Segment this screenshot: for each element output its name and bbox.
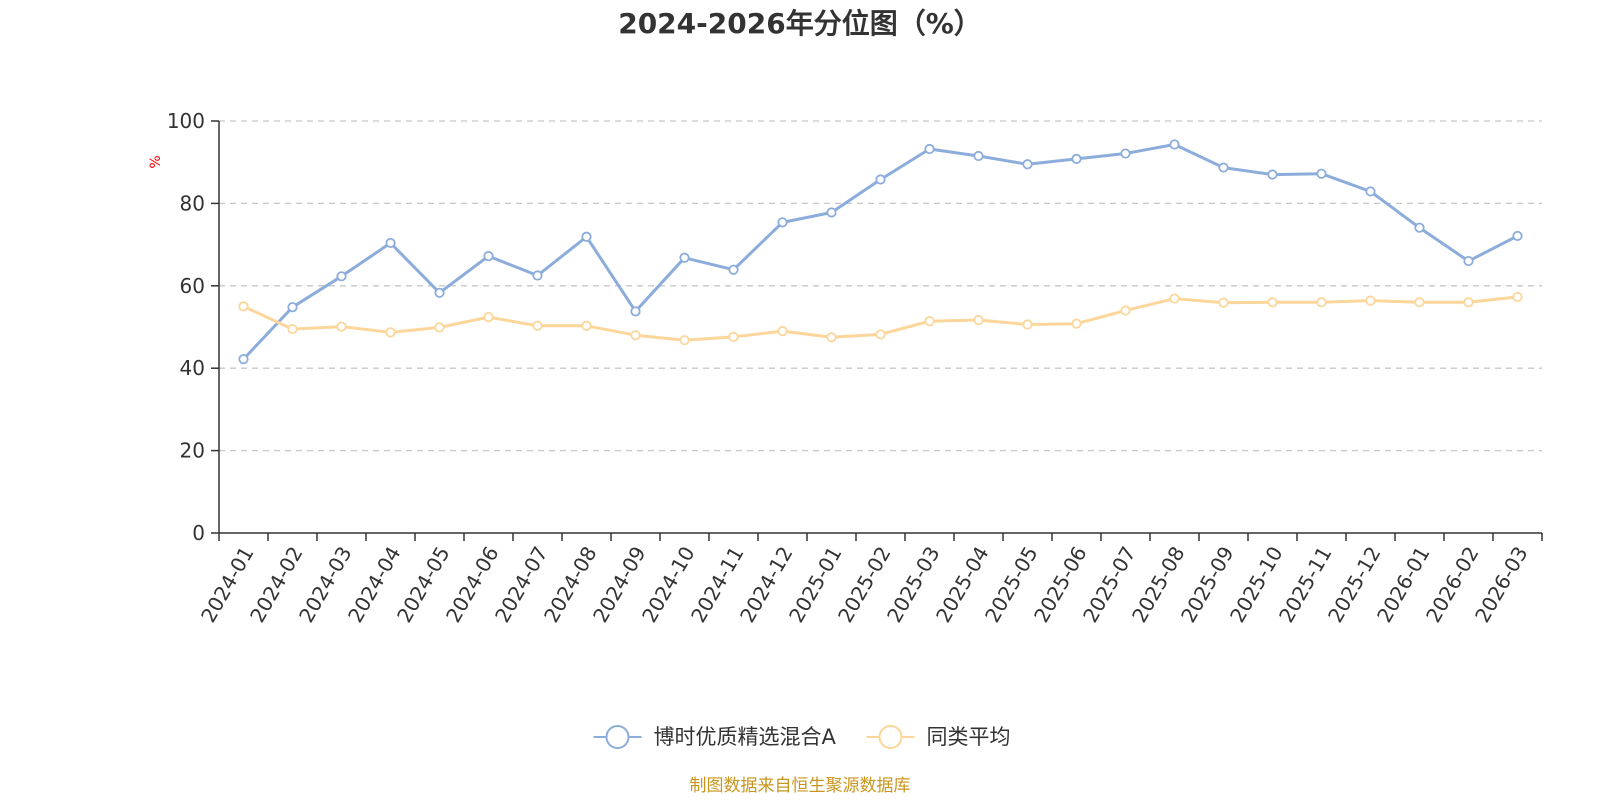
y-tick-label: 0 [192,521,205,545]
data-point[interactable] [1022,319,1033,330]
data-point[interactable] [924,316,935,327]
data-point[interactable] [1512,291,1523,303]
data-point[interactable] [1169,139,1180,150]
legend-label: 博时优质精选混合A [654,725,837,749]
data-point[interactable] [1316,297,1327,308]
data-point[interactable] [1169,293,1180,304]
data-point[interactable] [630,330,641,341]
data-point[interactable] [385,237,396,249]
data-point[interactable] [1463,255,1474,267]
data-point[interactable] [1022,159,1033,170]
data-point[interactable] [826,207,837,218]
data-point[interactable] [434,322,445,333]
legend[interactable]: 博时优质精选混合A 同类平均 [593,725,1011,749]
data-point[interactable] [1218,162,1229,173]
data-point[interactable] [924,143,935,155]
y-tick-label: 20 [180,439,205,463]
data-point[interactable] [1463,297,1474,308]
data-point[interactable] [532,270,543,281]
legend-item-1[interactable]: 同类平均 [866,725,1011,749]
data-point[interactable] [728,264,739,275]
y-tick-label: 80 [180,191,205,215]
data-point[interactable] [287,302,298,313]
data-point[interactable] [875,329,886,340]
legend-swatch-marker [878,725,903,749]
data-point[interactable] [679,252,690,263]
data-point[interactable] [728,331,739,342]
legend-item-0[interactable]: 博时优质精选混合A [593,725,837,749]
data-point[interactable] [1365,186,1376,197]
legend-label: 同类平均 [927,725,1011,749]
chart-title: 2024-2026年分位图（%） [618,7,982,40]
data-point[interactable] [238,354,249,365]
grid-lines [219,120,1542,452]
data-point[interactable] [1120,305,1131,316]
data-point[interactable] [1120,148,1131,159]
legend-swatch-marker [605,725,630,749]
data-point[interactable] [1218,297,1229,308]
series-lines [238,139,1523,365]
data-point[interactable] [777,217,788,228]
data-point[interactable] [973,150,984,162]
data-point[interactable] [336,271,347,282]
data-point[interactable] [483,312,494,323]
y-tick-label: 40 [180,356,205,380]
data-point[interactable] [238,301,249,312]
data-point[interactable] [630,306,641,317]
data-point[interactable] [1267,297,1278,308]
data-point[interactable] [483,251,494,262]
data-point[interactable] [1512,230,1523,242]
data-point[interactable] [679,335,690,346]
data-point[interactable] [875,174,886,185]
data-point[interactable] [1414,222,1425,233]
data-point[interactable] [1365,295,1376,306]
data-point[interactable] [826,332,837,343]
data-point[interactable] [287,323,298,335]
data-point[interactable] [1414,297,1425,308]
data-point[interactable] [777,326,788,337]
data-point[interactable] [336,321,347,332]
data-point[interactable] [1071,318,1082,329]
data-point[interactable] [973,314,984,326]
data-point[interactable] [1071,153,1082,165]
data-point[interactable] [581,320,592,331]
y-tick-label: 100 [167,109,205,133]
data-point[interactable] [581,231,592,242]
y-tick-label: 60 [180,274,205,298]
data-point[interactable] [434,287,445,298]
data-point[interactable] [1316,168,1327,179]
y-axis-unit-label: % [148,155,164,168]
data-source-note: 制图数据来自恒生聚源数据库 [690,776,911,796]
data-point[interactable] [385,327,396,338]
data-point[interactable] [1267,169,1278,180]
data-point[interactable] [532,320,543,331]
